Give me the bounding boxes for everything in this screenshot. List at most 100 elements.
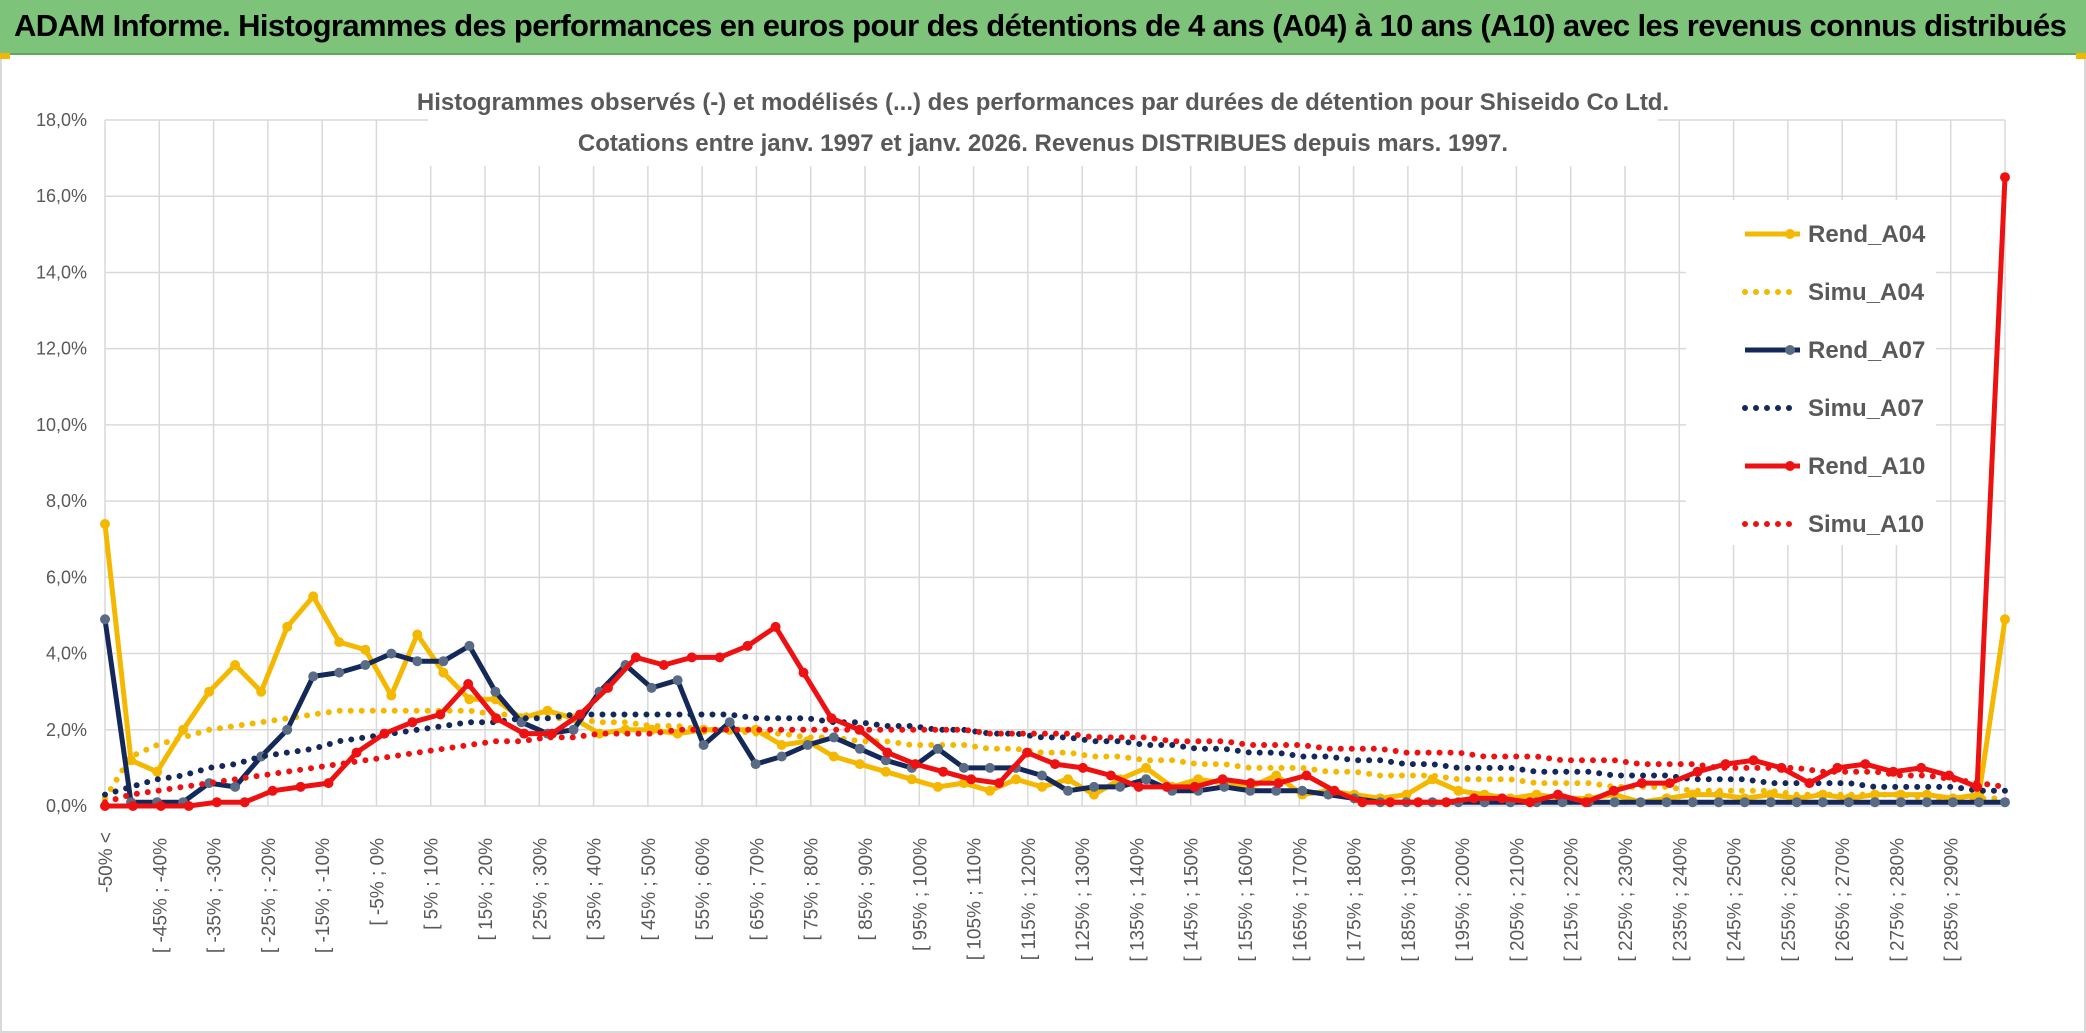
- legend-label: Simu_A04: [1808, 279, 1925, 306]
- x-tick-label: [ 245% ; 250%: [1725, 838, 1746, 962]
- data-point: [724, 717, 735, 728]
- data-point: [984, 762, 995, 773]
- data-point: [1193, 774, 1204, 785]
- data-point: [776, 751, 787, 762]
- data-point: [1413, 797, 1424, 808]
- data-point: [1453, 785, 1464, 796]
- data-point: [211, 797, 222, 808]
- data-point: [1860, 759, 1871, 770]
- x-tick-label: [ 55% ; 60%: [693, 838, 714, 941]
- legend-label: Simu_A10: [1808, 511, 1924, 538]
- data-point: [882, 747, 893, 758]
- x-axis: -50% < [ -45% ; -40% [ -35% ; -30% [ -25% ;…: [96, 832, 1963, 962]
- report-banner: ADAM Informe. Histogrammes des performan…: [0, 0, 2086, 55]
- data-point: [958, 762, 969, 773]
- data-point: [1916, 762, 1927, 773]
- x-tick-label: [ 75% ; 80%: [802, 838, 823, 941]
- data-point: [1817, 797, 1828, 808]
- x-tick-label: [ 285% ; 290%: [1942, 838, 1963, 962]
- data-point: [568, 724, 579, 735]
- data-point: [183, 801, 194, 811]
- data-point: [351, 747, 362, 758]
- series-line-rend-a07: [102, 616, 2008, 805]
- data-point: [1141, 774, 1152, 785]
- x-tick-label: [ 5% ; 10%: [422, 838, 443, 930]
- data-point: [360, 660, 371, 670]
- data-point: [932, 781, 943, 792]
- x-tick-label: -50% <: [96, 832, 117, 893]
- x-tick-label: [ 235% ; 240%: [1670, 838, 1691, 962]
- y-axis: 0,0% 2,0% 4,0% 6,0% 8,0% 10,0% 12,0% 14,0% 16,0%…: [36, 110, 87, 816]
- data-point: [750, 759, 761, 770]
- data-point: [1050, 759, 1060, 770]
- data-point: [323, 778, 334, 789]
- data-point: [438, 656, 449, 667]
- data-point: [1063, 774, 1073, 785]
- data-point: [686, 652, 697, 663]
- data-point: [1273, 778, 1284, 789]
- data-point: [438, 667, 449, 678]
- data-point: [2000, 797, 2010, 808]
- data-point: [1329, 785, 1340, 796]
- data-point: [464, 640, 475, 651]
- x-tick-label: [ 155% ; 160%: [1236, 838, 1257, 962]
- gridlines: [104, 119, 2006, 807]
- data-point: [1497, 793, 1508, 804]
- x-tick-label: [ 255% ; 260%: [1779, 838, 1800, 962]
- data-point: [435, 709, 446, 720]
- data-point: [1105, 770, 1116, 781]
- data-point: [256, 686, 267, 697]
- data-point: [379, 728, 390, 739]
- data-point: [742, 640, 753, 651]
- data-point: [1271, 785, 1282, 796]
- data-point: [672, 675, 683, 686]
- data-point: [828, 751, 839, 762]
- data-point: [1401, 789, 1412, 800]
- data-point: [1297, 785, 1308, 796]
- legend: Rend_A04 Simu_A04 Rend_A07 Simu_A07 Rend_A10…: [1742, 221, 1926, 538]
- y-tick-label: 4,0%: [46, 644, 87, 664]
- data-point: [100, 614, 110, 625]
- x-tick-label: [ -25% ; -20%: [259, 838, 280, 953]
- data-point: [1063, 785, 1073, 796]
- data-point: [1557, 797, 1568, 808]
- data-point: [491, 713, 502, 724]
- data-point: [1895, 789, 1906, 800]
- data-point: [407, 717, 418, 728]
- x-tick-label: [ 115% ; 120%: [1019, 838, 1040, 960]
- x-tick-label: [ -15% ; -10%: [313, 838, 334, 953]
- data-point: [1077, 762, 1088, 773]
- data-point: [1357, 797, 1368, 808]
- x-tick-label: [ 135% ; 140%: [1127, 838, 1148, 962]
- data-point: [1635, 797, 1646, 808]
- y-tick-label: 8,0%: [46, 491, 87, 511]
- data-point: [1817, 789, 1828, 800]
- data-point: [1748, 755, 1759, 766]
- x-tick-label: [ -35% ; -30%: [205, 838, 226, 953]
- data-point: [1525, 797, 1535, 808]
- data-point: [2000, 172, 2010, 183]
- data-point: [1022, 747, 1033, 758]
- chart-title-line2: Cotations entre janv. 1997 et janv. 2026…: [578, 130, 1508, 157]
- data-point: [1664, 778, 1675, 789]
- y-tick-label: 6,0%: [46, 567, 87, 587]
- x-tick-label: [ 95% ; 100%: [910, 838, 931, 951]
- data-point: [1609, 797, 1620, 808]
- data-point: [412, 656, 423, 667]
- data-point: [463, 679, 474, 689]
- data-point: [984, 785, 995, 796]
- data-point: [802, 740, 813, 750]
- data-point: [1947, 797, 1958, 808]
- x-tick-label: [ 205% ; 210%: [1507, 838, 1528, 962]
- data-point: [1037, 770, 1047, 781]
- data-point: [1636, 778, 1647, 789]
- data-point: [386, 648, 397, 659]
- x-tick-label: [ 85% ; 90%: [856, 838, 877, 941]
- data-point: [490, 686, 501, 697]
- y-tick-label: 16,0%: [36, 186, 87, 206]
- data-point: [267, 785, 278, 796]
- y-tick-label: 0,0%: [46, 796, 87, 816]
- data-point: [1687, 797, 1698, 808]
- data-point: [2000, 614, 2010, 625]
